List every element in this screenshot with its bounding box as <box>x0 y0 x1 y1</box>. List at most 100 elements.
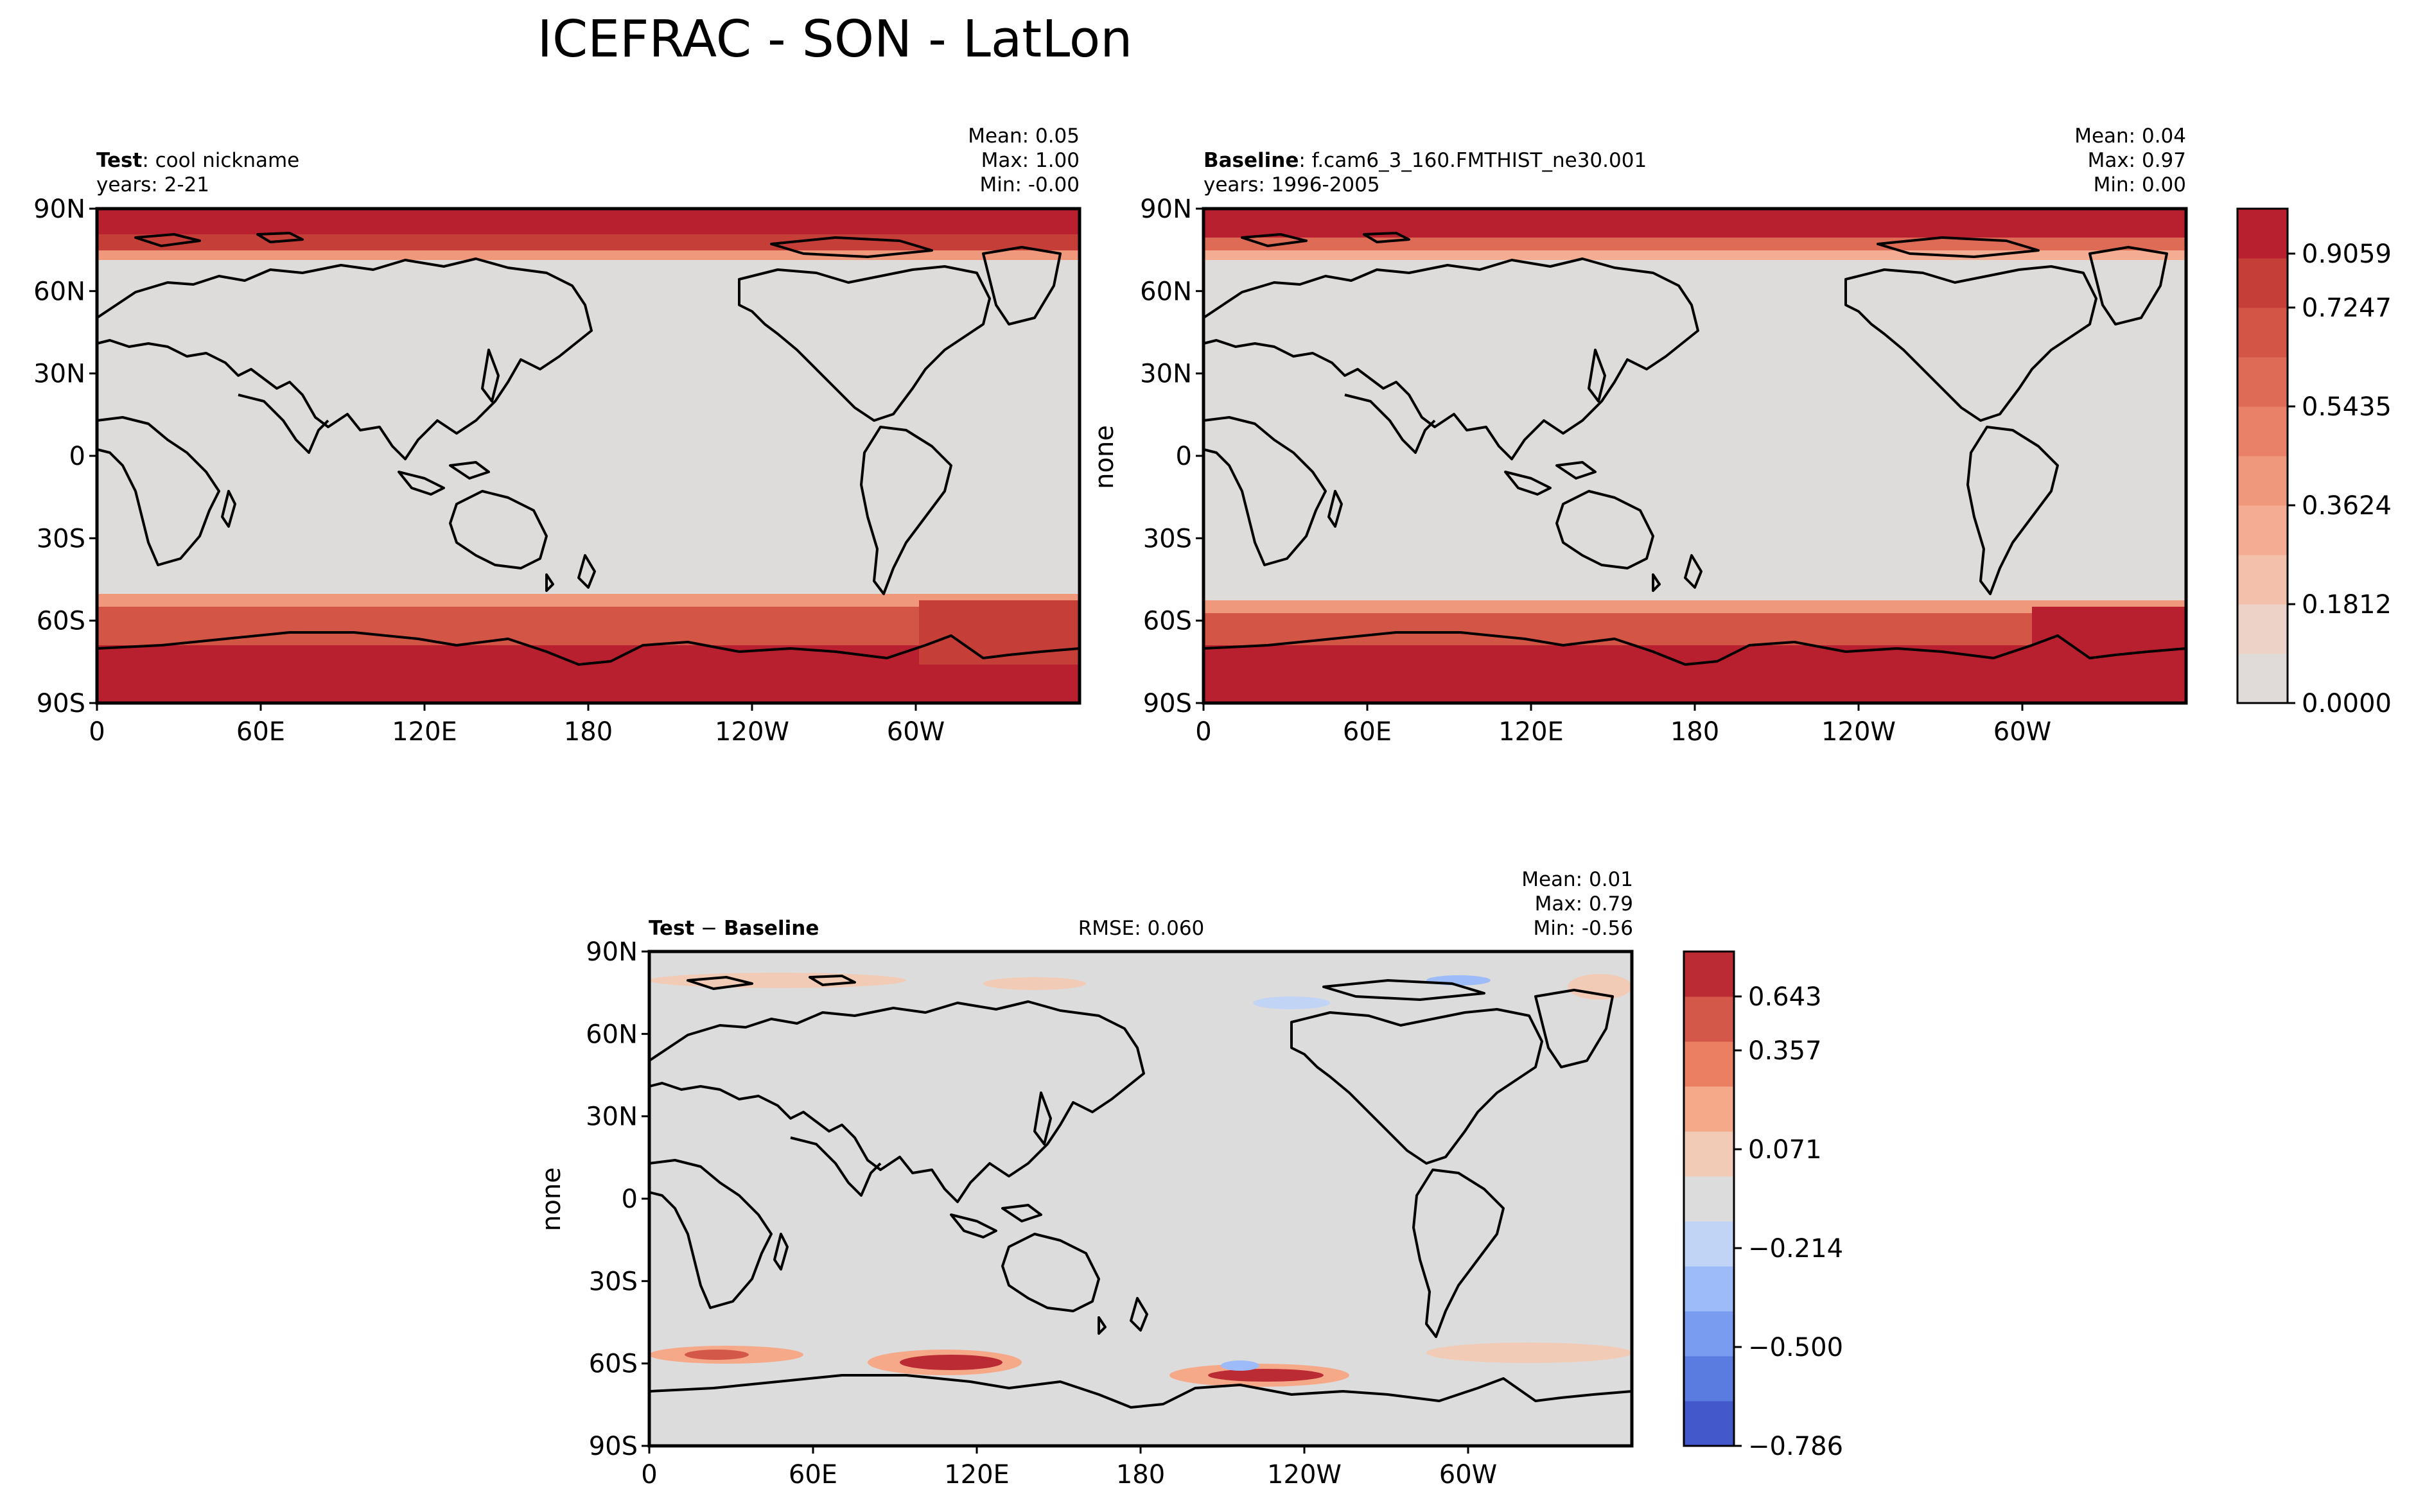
colorbar-swatch <box>1684 1401 1734 1447</box>
lon-tick-label: 180 <box>1670 717 1719 747</box>
colorbar-tick-label: −0.500 <box>1748 1333 1843 1362</box>
diff-rmse: RMSE: 0.060 <box>1078 917 1205 940</box>
diff-map <box>647 950 1634 1448</box>
colorbar-swatch <box>1684 996 1734 1042</box>
test-panel: Test: cool nickname years: 2-21 Mean: 0.… <box>33 125 1081 747</box>
baseline-mean: Mean: 0.04 <box>2074 125 2186 148</box>
colorbar-swatch <box>2237 604 2288 654</box>
lon-tick-label: 120W <box>1267 1460 1342 1490</box>
main-colorbar: 0.9059 0.7247 0.5435 0.3624 0.1812 0.0000 <box>2236 207 2392 718</box>
colorbar-swatch <box>2237 654 2288 704</box>
colorbar-tick-label: 0.643 <box>1748 982 1822 1012</box>
colorbar-tick-label: 0.357 <box>1748 1036 1822 1066</box>
lat-tick-label: 90S <box>589 1432 638 1461</box>
colorbar-swatch <box>1684 1266 1734 1312</box>
lat-tick-label: 90S <box>37 689 85 718</box>
lon-tick-label: 60W <box>1439 1460 1497 1490</box>
colorbar-swatch <box>1684 1041 1734 1087</box>
baseline-panel: Baseline: f.cam6_3_160.FMTHIST_ne30.001 … <box>1090 125 2188 747</box>
test-max: Max: 1.00 <box>981 149 1080 172</box>
diff-label: Test − Baseline <box>649 917 819 940</box>
test-label: Test: cool nickname <box>96 149 299 172</box>
lat-tick-label: 60S <box>1143 607 1192 636</box>
lon-tick-label: 180 <box>1116 1460 1165 1490</box>
lat-tick-label: 60S <box>589 1350 638 1379</box>
colorbar-tick-label: 0.1812 <box>2302 590 2392 620</box>
lat-tick-label: 60N <box>33 277 85 306</box>
diff-max: Max: 0.79 <box>1535 892 1633 916</box>
lat-tick-label: 0 <box>1176 442 1192 471</box>
lat-tick-label: 60N <box>1140 277 1192 306</box>
baseline-max: Max: 0.97 <box>2088 149 2186 172</box>
lat-tick-label: 0 <box>622 1185 638 1214</box>
diff-ylabel: none <box>537 1167 566 1231</box>
figure-title: ICEFRAC - SON - LatLon <box>538 10 1133 69</box>
colorbar-swatch <box>1684 1131 1734 1177</box>
colorbar-tick-label: 0.0000 <box>2302 689 2392 718</box>
lat-tick-label: 30S <box>37 524 85 553</box>
colorbar-swatch <box>2237 555 2288 605</box>
baseline-map <box>1202 207 2188 705</box>
colorbar-swatch <box>2237 456 2288 506</box>
colorbar-swatch <box>2237 209 2288 259</box>
lat-tick-label: 90N <box>33 195 85 224</box>
lon-tick-label: 0 <box>1195 717 1211 747</box>
test-map <box>95 207 1081 705</box>
lat-tick-label: 30N <box>1140 360 1192 389</box>
lon-tick-label: 120E <box>392 717 457 747</box>
lat-tick-label: 30N <box>33 360 85 389</box>
colorbar-swatch <box>1684 1311 1734 1357</box>
lon-tick-label: 0 <box>641 1460 657 1490</box>
lon-tick-label: 120E <box>944 1460 1010 1490</box>
test-mean: Mean: 0.05 <box>968 125 1080 148</box>
lon-tick-label: 60E <box>1343 717 1392 747</box>
lat-tick-label: 90N <box>586 937 638 967</box>
lat-tick-label: 90S <box>1143 689 1192 718</box>
baseline-label: Baseline: f.cam6_3_160.FMTHIST_ne30.001 <box>1204 149 1647 172</box>
lat-tick-label: 60S <box>37 607 85 636</box>
colorbar-tick-label: 0.7247 <box>2302 293 2392 323</box>
lat-tick-label: 30S <box>589 1267 638 1296</box>
diff-panel: Test − Baseline RMSE: 0.060 Mean: 0.01 M… <box>537 868 1634 1490</box>
colorbar-tick-label: 0.9059 <box>2302 239 2392 269</box>
lat-tick-label: 90N <box>1140 195 1192 224</box>
baseline-ylabel: none <box>1090 425 1119 489</box>
colorbar-swatch <box>1684 1086 1734 1132</box>
diff-min: Min: -0.56 <box>1533 917 1633 940</box>
lon-tick-label: 60E <box>789 1460 837 1490</box>
lat-tick-label: 30N <box>586 1102 638 1132</box>
lat-tick-label: 0 <box>69 442 85 471</box>
colorbar-swatch <box>2237 406 2288 456</box>
colorbar-swatch <box>2237 258 2288 308</box>
colorbar-swatch <box>1684 1356 1734 1402</box>
colorbar-tick-label: 0.071 <box>1748 1135 1822 1165</box>
colorbar-tick-label: 0.5435 <box>2302 392 2392 422</box>
colorbar-swatch <box>2237 308 2288 358</box>
test-years: years: 2-21 <box>96 173 209 196</box>
test-min: Min: -0.00 <box>979 173 1080 196</box>
lon-tick-label: 120W <box>715 717 789 747</box>
lon-tick-label: 60W <box>887 717 945 747</box>
lat-tick-label: 30S <box>1143 524 1192 553</box>
lon-tick-label: 120W <box>1821 717 1896 747</box>
diff-colorbar: 0.643 0.357 0.071 −0.214 −0.500 −0.786 <box>1683 950 1843 1461</box>
colorbar-tick-label: 0.3624 <box>2302 491 2392 521</box>
colorbar-tick-label: −0.786 <box>1748 1432 1843 1461</box>
colorbar-swatch <box>1684 1176 1734 1222</box>
lon-tick-label: 180 <box>564 717 613 747</box>
colorbar-swatch <box>1684 952 1734 997</box>
baseline-min: Min: 0.00 <box>2094 173 2186 196</box>
colorbar-swatch <box>2237 357 2288 407</box>
lon-tick-label: 120E <box>1498 717 1564 747</box>
colorbar-swatch <box>1684 1221 1734 1267</box>
diff-mean: Mean: 0.01 <box>1521 868 1633 891</box>
lat-tick-label: 60N <box>586 1020 638 1049</box>
lon-tick-label: 60E <box>236 717 285 747</box>
colorbar-tick-label: −0.214 <box>1748 1234 1843 1264</box>
baseline-years: years: 1996-2005 <box>1204 173 1380 196</box>
lon-tick-label: 60W <box>1993 717 2051 747</box>
